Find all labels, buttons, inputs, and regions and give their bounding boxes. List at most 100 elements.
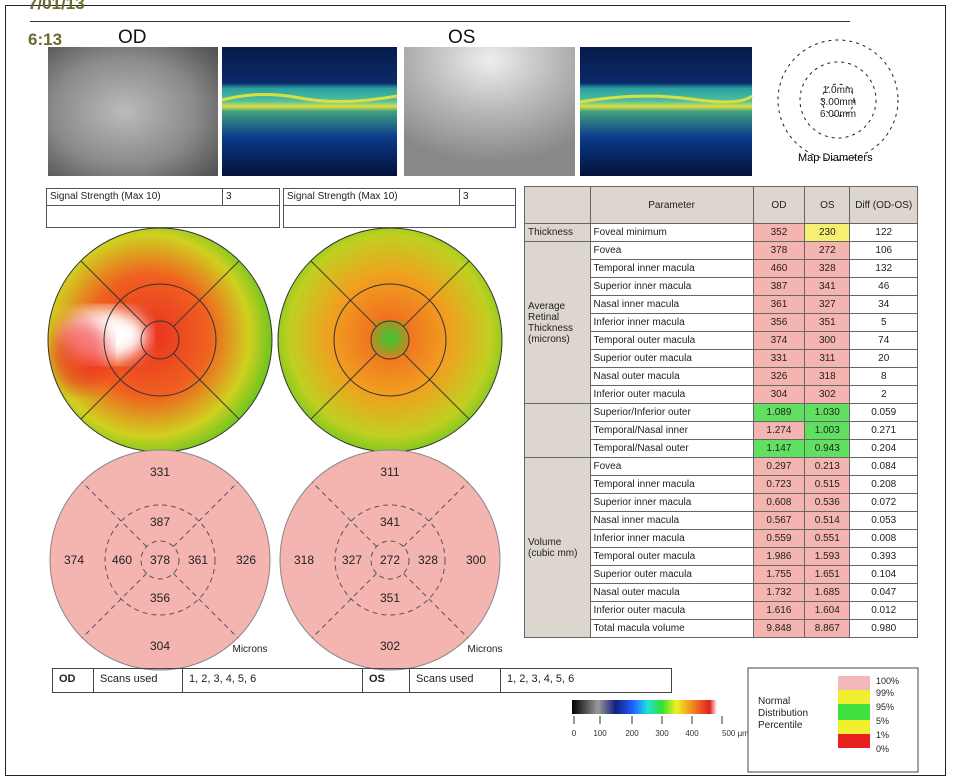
parameter-cell: Fovea (590, 458, 753, 476)
color-scale-bar (572, 700, 717, 714)
value-cell: 0.012 (850, 602, 918, 620)
scan-eye: OD (52, 668, 94, 693)
value-cell: 0.072 (850, 494, 918, 512)
signal-blank (46, 205, 280, 228)
ring-label: 6.00mm (818, 109, 858, 121)
value-cell: 0.213 (805, 458, 850, 476)
value-cell: 0.053 (850, 512, 918, 530)
value-cell: 1.593 (805, 548, 850, 566)
parameter-cell: Inferior inner macula (590, 530, 753, 548)
value-cell: 302 (805, 386, 850, 404)
map-value: 304 (150, 639, 170, 653)
table-row: Average Retinal Thickness (microns)Fovea… (525, 242, 918, 260)
value-cell: 0.559 (753, 530, 804, 548)
parameter-cell: Superior inner macula (590, 494, 753, 512)
parameter-cell: Foveal minimum (590, 224, 753, 242)
parameter-cell: Superior outer macula (590, 566, 753, 584)
value-cell: 34 (850, 296, 918, 314)
map-diameters-title: Map Diameters (798, 152, 873, 164)
percentile-label: 1% (876, 730, 889, 740)
value-cell: 0.104 (850, 566, 918, 584)
value-cell: 1.651 (805, 566, 850, 584)
map-value: 331 (150, 465, 170, 479)
group-label (525, 404, 591, 458)
scale-tick-label: 200 (625, 729, 639, 738)
scale-tick-label: 300 (655, 729, 669, 738)
value-cell: 5 (850, 314, 918, 332)
header-cell (525, 187, 591, 224)
scan-value: 1, 2, 3, 4, 5, 6 (500, 668, 672, 693)
parameter-cell: Fovea (590, 242, 753, 260)
value-cell: 106 (850, 242, 918, 260)
header-cell: OD (753, 187, 804, 224)
value-cell: 1.604 (805, 602, 850, 620)
value-cell: 272 (805, 242, 850, 260)
value-cell: 300 (805, 332, 850, 350)
value-cell: 460 (753, 260, 804, 278)
scan-value: 1, 2, 3, 4, 5, 6 (182, 668, 363, 693)
parameter-cell: Superior inner macula (590, 278, 753, 296)
map-value: 374 (64, 553, 84, 567)
value-cell: 74 (850, 332, 918, 350)
group-label: Thickness (525, 224, 591, 242)
percentile-swatch (838, 690, 870, 704)
fundus-image (404, 47, 575, 176)
map-value: 356 (150, 591, 170, 605)
value-cell: 1.685 (805, 584, 850, 602)
parameter-cell: Nasal outer macula (590, 368, 753, 386)
parameter-cell: Inferior inner macula (590, 314, 753, 332)
value-cell: 356 (753, 314, 804, 332)
value-cell: 0.008 (850, 530, 918, 548)
map-value: 326 (236, 553, 256, 567)
parameter-cell: Superior outer macula (590, 350, 753, 368)
value-cell: 318 (805, 368, 850, 386)
group-label: Average Retinal Thickness (microns) (525, 242, 591, 404)
map-value: 387 (150, 515, 170, 529)
value-cell: 1.089 (753, 404, 804, 422)
value-cell: 351 (805, 314, 850, 332)
value-cell: 361 (753, 296, 804, 314)
percentile-title: Normal Distribution Percentile (758, 696, 828, 732)
table-row: Superior/Inferior outer1.0891.0300.059 (525, 404, 918, 422)
oct-image (222, 47, 397, 176)
parameter-cell: Temporal outer macula (590, 548, 753, 566)
value-cell: 2 (850, 386, 918, 404)
value-cell: 0.608 (753, 494, 804, 512)
signal-value: 3 (459, 188, 516, 206)
value-cell: 1.732 (753, 584, 804, 602)
percentile-label: 100% (876, 676, 899, 686)
percentile-label: 5% (876, 716, 889, 726)
oct-image (580, 47, 752, 176)
value-cell: 352 (753, 224, 804, 242)
value-cell: 0.551 (805, 530, 850, 548)
ring-label: 1.0mm (818, 85, 858, 97)
header-cell: OS (805, 187, 850, 224)
percentile-label: 95% (876, 702, 894, 712)
percentile-swatch (838, 704, 870, 720)
map-value: 311 (380, 465, 399, 479)
value-cell: 0.514 (805, 512, 850, 530)
value-cell: 0.980 (850, 620, 918, 638)
header-cell: Parameter (590, 187, 753, 224)
value-cell: 341 (805, 278, 850, 296)
map-value: 460 (112, 553, 132, 567)
signal-label: Signal Strength (Max 10) (283, 188, 460, 206)
table-row: ThicknessFoveal minimum352230122 (525, 224, 918, 242)
signal-label: Signal Strength (Max 10) (46, 188, 223, 206)
header-cell: Diff (OD-OS) (850, 187, 918, 224)
map-value: 272 (380, 553, 400, 567)
map-value: 327 (342, 553, 362, 567)
value-cell: 328 (805, 260, 850, 278)
percentile-swatch (838, 676, 870, 690)
scan-eye: OS (362, 668, 410, 693)
map-value: 300 (466, 553, 486, 567)
value-cell: 0.204 (850, 440, 918, 458)
value-cell: 20 (850, 350, 918, 368)
value-cell: 1.986 (753, 548, 804, 566)
percentile-swatch (838, 734, 870, 748)
value-cell: 0.297 (753, 458, 804, 476)
value-cell: 0.047 (850, 584, 918, 602)
